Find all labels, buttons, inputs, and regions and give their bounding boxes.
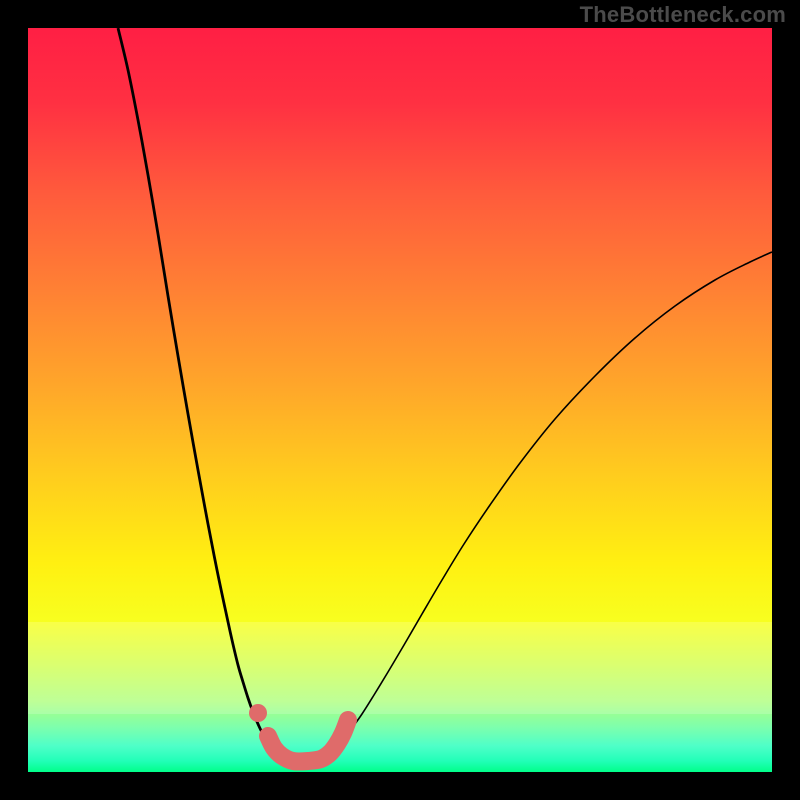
marker-dot (249, 704, 267, 722)
watermark-text: TheBottleneck.com (580, 2, 786, 28)
chart-svg (0, 0, 800, 800)
chart-frame: TheBottleneck.com (0, 0, 800, 800)
pale-horizontal-band (28, 622, 772, 714)
